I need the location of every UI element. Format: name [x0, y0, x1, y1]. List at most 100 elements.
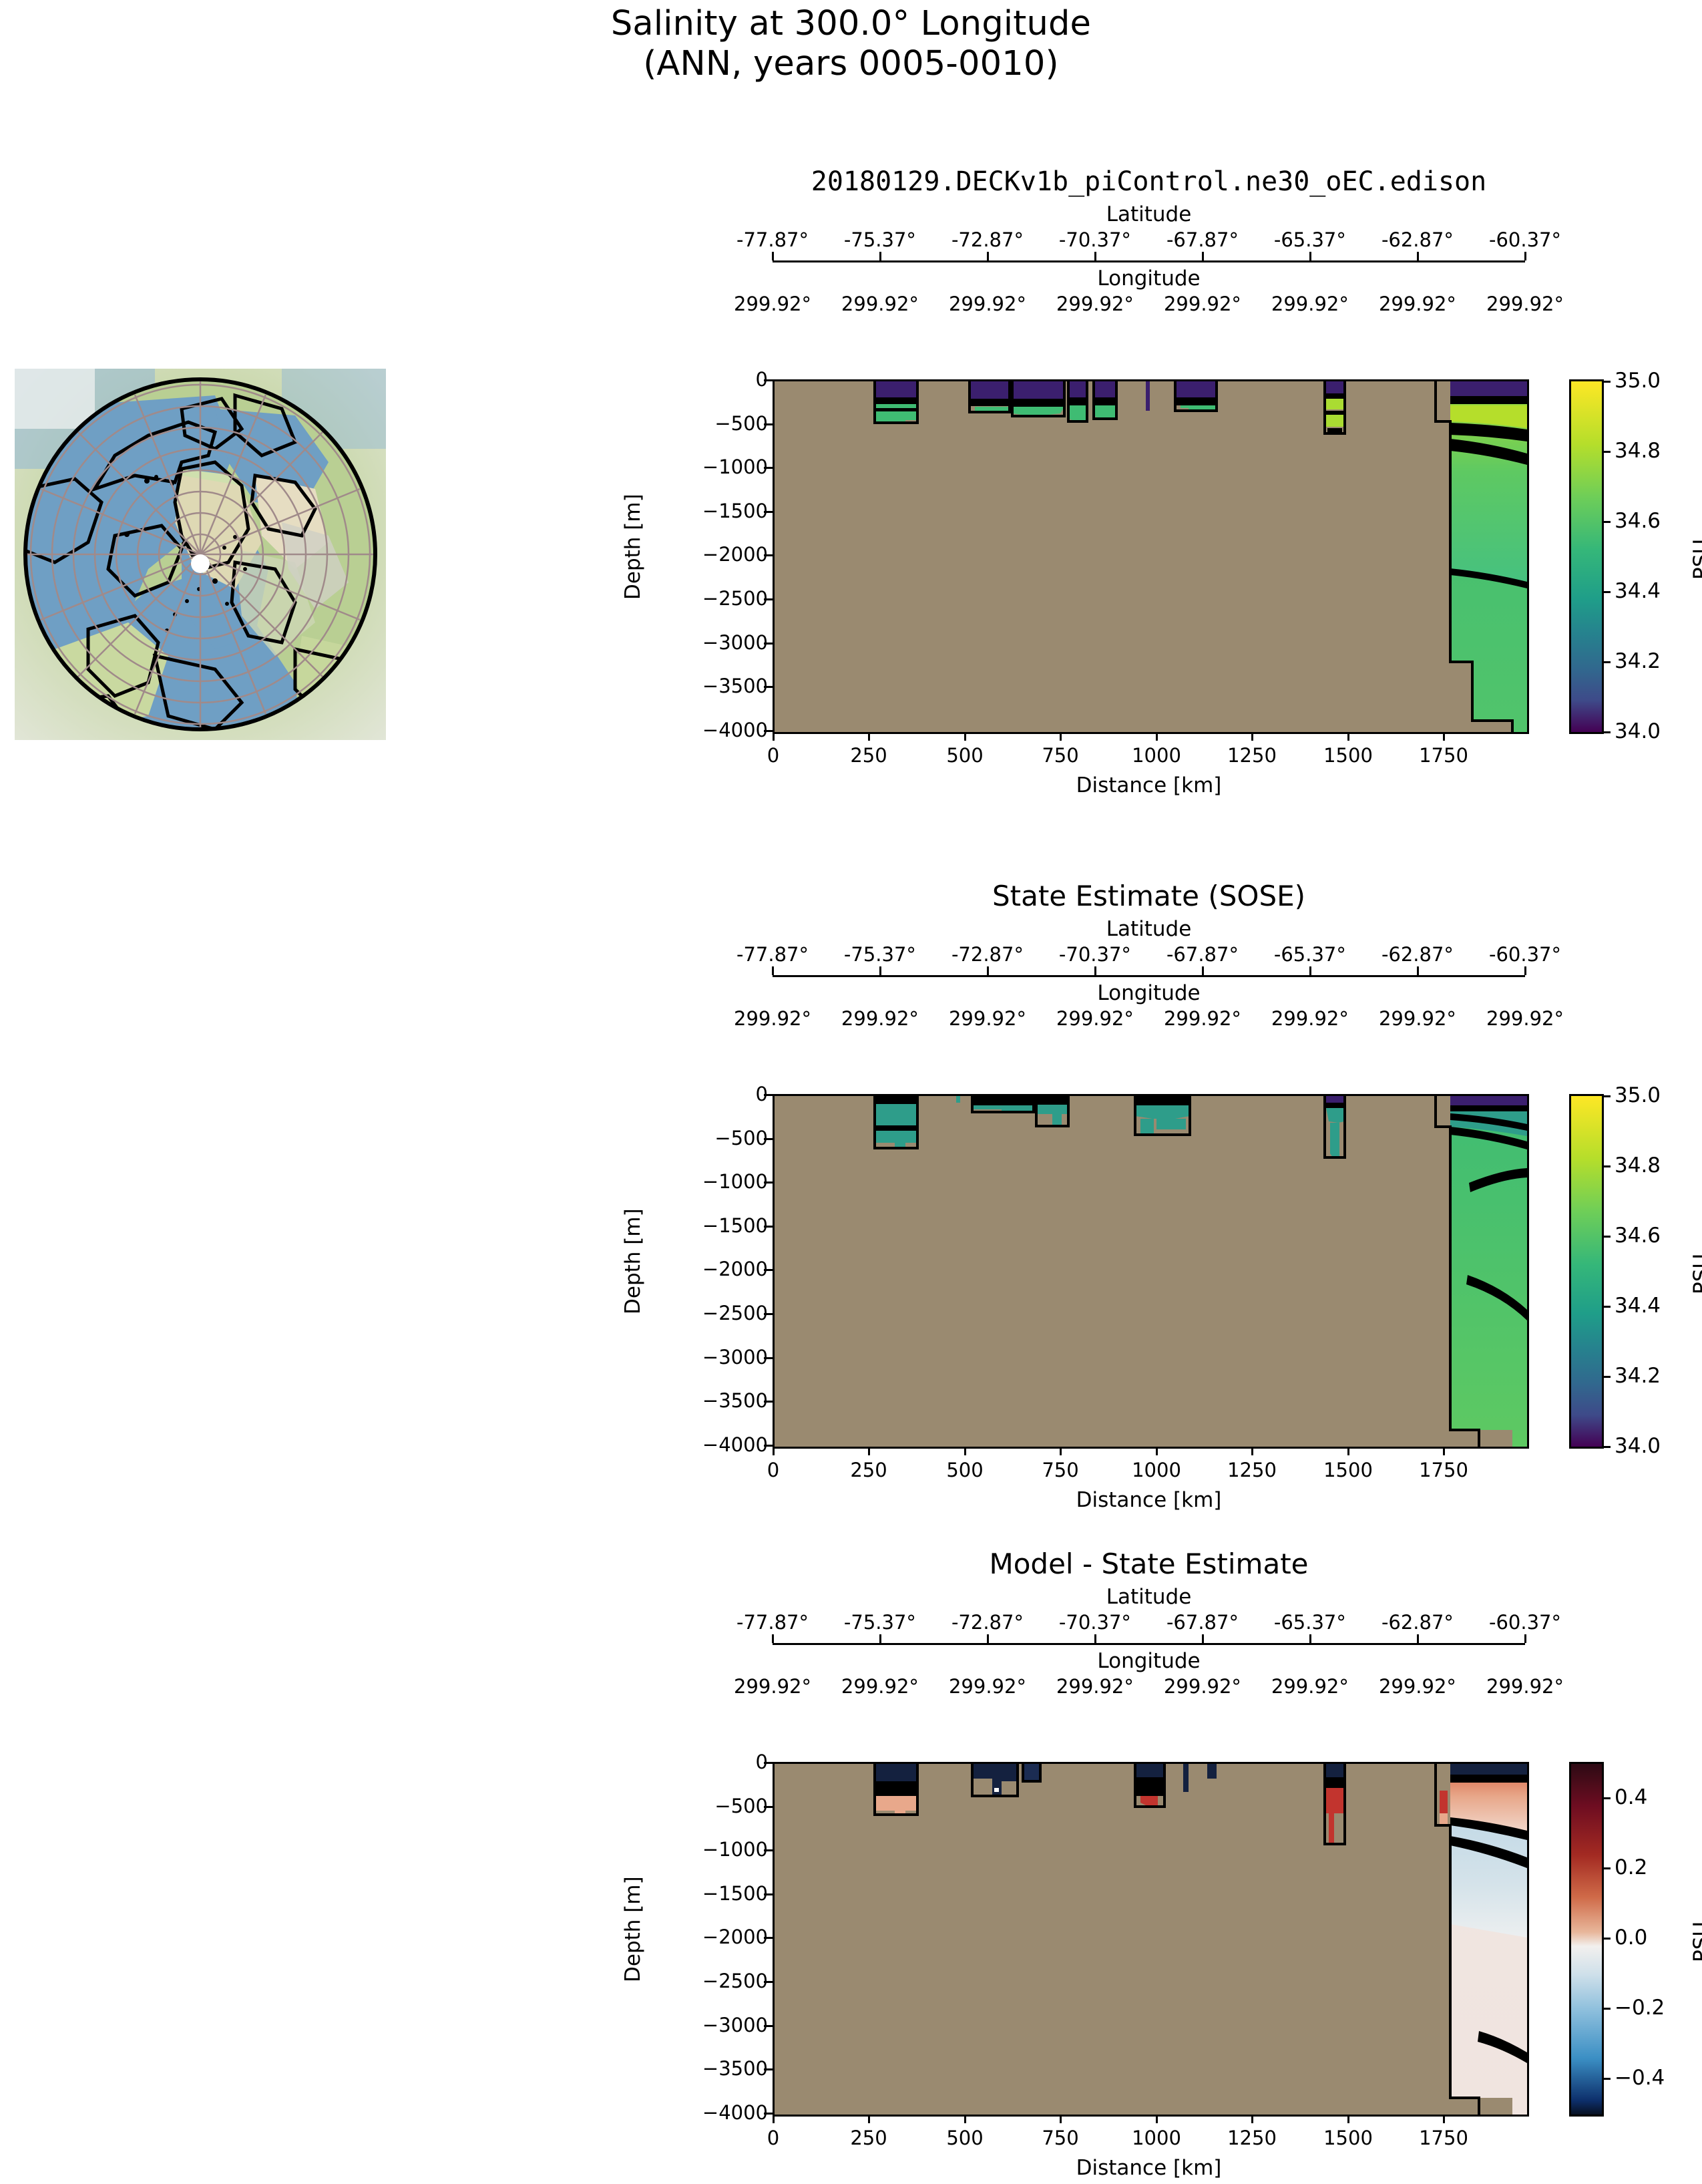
cbar-label: PSU [1689, 1921, 1702, 1962]
y-tick: −4000 [702, 1433, 768, 1456]
lon-tick: 299.92° [1271, 293, 1349, 315]
y-tick: −3500 [702, 675, 768, 698]
lat-tick: -75.37° [843, 943, 916, 966]
cbar-tick: 34.2 [1615, 1364, 1661, 1388]
lon-tick: 299.92° [1486, 293, 1564, 315]
x-tick: 1000 [1132, 744, 1181, 767]
y-tick: −1000 [702, 1170, 768, 1194]
cbar-tick: 34.0 [1615, 719, 1661, 743]
lat-tick: -62.87° [1381, 228, 1454, 251]
x-axis-label: Distance [km] [1076, 773, 1222, 797]
lon-tick: 299.92° [734, 1007, 811, 1030]
lon-tick: 299.92° [1163, 293, 1241, 315]
lat-tick: -72.87° [951, 1611, 1024, 1634]
globe-inset-map [15, 369, 386, 740]
latitude-axis-line [772, 1634, 1526, 1645]
lon-tick: 299.92° [841, 1007, 919, 1030]
y-tick: −1000 [702, 1838, 768, 1861]
lat-tick: -70.37° [1058, 943, 1131, 966]
cbar-tick: 34.0 [1615, 1434, 1661, 1458]
lat-tick: -60.37° [1489, 943, 1561, 966]
lon-tick: 299.92° [1163, 1007, 1241, 1030]
x-tick: 1500 [1323, 1459, 1373, 1481]
x-tick: 1750 [1419, 2127, 1468, 2149]
lon-tick: 299.92° [1378, 1675, 1456, 1698]
y-tick: −2000 [702, 1258, 768, 1281]
cross-section-plot [773, 1762, 1529, 2117]
lat-tick: -75.37° [843, 1611, 916, 1634]
lon-tick: 299.92° [948, 1675, 1026, 1698]
y-tick: −4000 [702, 2101, 768, 2124]
lat-tick: -77.87° [736, 228, 809, 251]
figure-title: Salinity at 300.0° Longitude (ANN, years… [0, 4, 1702, 84]
x-tick: 0 [767, 744, 780, 767]
lon-tick: 299.92° [1056, 1007, 1134, 1030]
x-tick: 1000 [1132, 2127, 1181, 2149]
lat-tick: -65.37° [1273, 228, 1346, 251]
latitude-axis-line [772, 966, 1526, 977]
y-tick: 0 [755, 1751, 768, 1773]
panel-title: Model - State Estimate [989, 1548, 1309, 1580]
lon-tick: 299.92° [1271, 1675, 1349, 1698]
y-axis-label: Depth [m] [621, 1208, 645, 1314]
lat-tick: -60.37° [1489, 1611, 1561, 1634]
cbar-tick: −0.4 [1615, 2066, 1665, 2090]
x-axis-label: Distance [km] [1076, 1488, 1222, 1512]
x-tick: 1250 [1227, 1459, 1277, 1481]
lat-tick: -72.87° [951, 943, 1024, 966]
y-axis-label: Depth [m] [621, 1876, 645, 1982]
lon-tick: 299.92° [1163, 1675, 1241, 1698]
cbar-tick: 0.0 [1615, 1926, 1648, 1950]
lat-tick: -62.87° [1381, 1611, 1454, 1634]
y-tick: −1000 [702, 456, 768, 479]
lat-tick: -72.87° [951, 228, 1024, 251]
cbar-tick: 34.8 [1615, 1153, 1661, 1177]
globe-contents [25, 379, 375, 729]
lon-tick: 299.92° [948, 293, 1026, 315]
y-tick: −2500 [702, 587, 768, 610]
lat-tick: -67.87° [1166, 228, 1239, 251]
x-tick: 0 [767, 2127, 780, 2149]
cbar-tick: 34.6 [1615, 1224, 1661, 1248]
longitude-axis-label: Longitude [1097, 1649, 1201, 1673]
cbar-tick: 34.2 [1615, 649, 1661, 673]
lat-tick: -70.37° [1058, 1611, 1131, 1634]
x-tick: 1250 [1227, 744, 1277, 767]
y-tick: −3000 [702, 1345, 768, 1369]
x-tick: 1750 [1419, 744, 1468, 767]
x-tick: 250 [850, 1459, 887, 1481]
latitude-axis-label: Latitude [1106, 917, 1192, 941]
lon-tick: 299.92° [1271, 1007, 1349, 1030]
lon-tick: 299.92° [841, 1675, 919, 1698]
y-tick: −3500 [702, 1389, 768, 1413]
lat-tick: -62.87° [1381, 943, 1454, 966]
x-tick: 500 [946, 744, 984, 767]
lat-tick: -67.87° [1166, 1611, 1239, 1634]
cross-section-plot [773, 1094, 1529, 1449]
lon-tick: 299.92° [734, 293, 811, 315]
cbar-tick: 34.8 [1615, 439, 1661, 463]
y-tick: −1500 [702, 1881, 768, 1905]
y-tick: 0 [755, 368, 768, 391]
cbar-label: PSU [1689, 1253, 1702, 1294]
cbar-tick: 35.0 [1615, 1083, 1661, 1107]
lon-tick: 299.92° [734, 1675, 811, 1698]
cbar-tick: −0.2 [1615, 1996, 1665, 2020]
x-tick: 0 [767, 1459, 780, 1481]
latitude-axis-line [772, 252, 1526, 262]
lat-tick: -77.87° [736, 1611, 809, 1634]
lat-tick: -65.37° [1273, 1611, 1346, 1634]
lon-tick: 299.92° [1486, 1675, 1564, 1698]
y-axis-label: Depth [m] [621, 494, 645, 600]
y-tick: −3000 [702, 630, 768, 654]
x-axis-label: Distance [km] [1076, 2156, 1222, 2180]
lon-tick: 299.92° [1378, 293, 1456, 315]
x-tick: 500 [946, 1459, 984, 1481]
y-tick: −500 [714, 411, 768, 435]
x-tick: 500 [946, 2127, 984, 2149]
panel-title: 20180129.DECKv1b_piControl.ne30_oEC.edis… [811, 166, 1487, 197]
y-tick: −1500 [702, 499, 768, 522]
lat-tick: -77.87° [736, 943, 809, 966]
x-tick: 1000 [1132, 1459, 1181, 1481]
cbar-tick: 34.4 [1615, 579, 1661, 603]
